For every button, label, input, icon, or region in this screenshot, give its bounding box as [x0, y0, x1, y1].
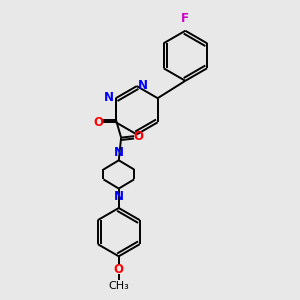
Text: O: O — [93, 116, 103, 129]
Text: N: N — [114, 146, 124, 159]
Text: N: N — [114, 190, 124, 203]
Text: CH₃: CH₃ — [108, 281, 129, 291]
Text: O: O — [134, 130, 144, 143]
Text: F: F — [181, 13, 189, 26]
Text: N: N — [104, 91, 114, 104]
Text: O: O — [114, 263, 124, 276]
Text: N: N — [138, 79, 148, 92]
